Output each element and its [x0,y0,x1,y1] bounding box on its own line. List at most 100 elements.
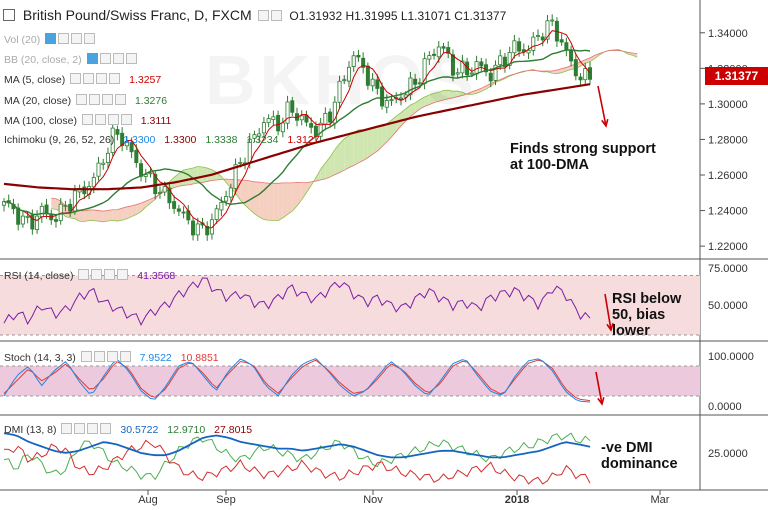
candle-body [551,20,554,21]
close-icon[interactable] [115,94,126,105]
candle-body [527,50,530,53]
candle-body [574,60,577,76]
ichimoku-cloud-segment [184,169,189,185]
close-icon[interactable] [100,423,111,434]
eye-icon[interactable] [81,351,92,362]
candle-body [513,41,516,53]
ichimoku-cloud-segment [84,210,89,222]
close-icon[interactable] [121,114,132,125]
candle-body [102,163,105,164]
ichimoku-cloud-segment [340,139,345,173]
candle-body [106,153,109,162]
ma100-legend[interactable]: MA (100, close) 1.3111 [4,114,171,127]
eye-icon[interactable] [87,53,98,64]
bb-legend[interactable]: BB (20, close, 2) [4,53,137,66]
eye-icon[interactable] [78,269,89,280]
candle-body [499,56,502,65]
eye-icon[interactable] [258,10,269,21]
time-tick-label: Nov [363,494,383,506]
candle-body [64,205,67,206]
ichimoku-cloud-segment [302,183,307,200]
close-icon[interactable] [126,53,137,64]
collapse-icon[interactable] [3,9,15,21]
settings-icon[interactable] [74,423,85,434]
dmi-plus-value: 30.5722 [120,424,158,436]
settings-icon[interactable] [95,114,106,125]
close-icon[interactable] [84,33,95,44]
add-icon[interactable] [108,114,119,125]
last-price-tag: 1.31377 [705,67,768,85]
ichimoku-legend[interactable]: Ichimoku (9, 26, 52, 26) 1.3300 1.3300 1… [4,134,320,146]
candle-body [158,192,161,193]
candle-body [239,162,242,163]
vol-legend[interactable]: Vol (20) [4,33,95,46]
stoch-d-value: 10.8851 [181,352,219,364]
time-tick-label: Mar [651,494,670,506]
watermark: BKHOS [205,40,478,120]
dmi-annotation: -ve DMI dominance [601,440,693,472]
candle-body [45,205,48,214]
candle-body [83,187,86,194]
stoch-legend[interactable]: Stoch (14, 3, 3) 7.9522 10.8851 [4,351,219,364]
add-icon[interactable] [71,33,82,44]
ichimoku-cloud-segment [344,135,349,170]
stoch-label: Stoch (14, 3, 3) [4,352,76,364]
candle-body [262,123,265,133]
candle-body [196,224,199,235]
close-icon[interactable] [109,73,120,84]
time-tick-label: Aug [138,494,158,506]
add-icon[interactable] [104,269,115,280]
settings-icon[interactable] [89,94,100,105]
eye-icon[interactable] [70,73,81,84]
ichimoku-cloud-segment [382,124,387,147]
ichimoku-cloud-segment [94,210,99,221]
add-icon[interactable] [113,53,124,64]
ichimoku-kijun: 1.3300 [164,134,196,146]
rsi-legend[interactable]: RSI (14, close) 41.3568 [4,269,175,282]
eye-icon[interactable] [61,423,72,434]
close-icon[interactable] [120,351,131,362]
candle-body [177,209,180,211]
rsi-tick-label: 50.0000 [708,300,748,312]
add-icon[interactable] [96,73,107,84]
eye-icon[interactable] [45,33,56,44]
ma100-value: 1.3111 [141,115,172,127]
settings-icon[interactable] [271,10,282,21]
close-icon[interactable] [117,269,128,280]
settings-icon[interactable] [100,53,111,64]
add-icon[interactable] [102,94,113,105]
ichimoku-span-b: 1.3127 [287,134,319,146]
eye-icon[interactable] [76,94,87,105]
candle-body [35,216,38,230]
ma5-legend[interactable]: MA (5, close) 1.3257 [4,73,161,86]
add-icon[interactable] [87,423,98,434]
ichimoku-cloud-segment [278,183,283,221]
candle-body [541,37,544,40]
ohlc-readout: O1.31932 H1.31995 L1.31071 C1.31377 [289,9,506,23]
settings-icon[interactable] [94,351,105,362]
candle-body [191,221,194,235]
vol-label: Vol (20) [4,34,40,46]
ichimoku-cloud-segment [358,130,363,163]
candle-body [310,123,313,127]
rsi-tick-label: 75.0000 [708,263,748,275]
ichimoku-cloud-segment [254,182,259,217]
stoch-band [0,366,700,396]
candle-body [281,123,284,132]
settings-icon[interactable] [83,73,94,84]
ma20-legend[interactable]: MA (20, close) 1.3276 [4,94,167,107]
add-icon[interactable] [107,351,118,362]
candle-body [54,220,57,222]
settings-icon[interactable] [91,269,102,280]
stoch-k-value: 7.9522 [140,352,172,364]
dmi-adx-value: 27.8015 [214,424,252,436]
dmi-tick-label: 25.0000 [708,448,748,460]
ichimoku-cloud-segment [245,180,250,209]
eye-icon[interactable] [82,114,93,125]
ma20-value: 1.3276 [135,95,167,107]
dmi-legend[interactable]: DMI (13, 8) 30.5722 12.9710 27.8015 [4,423,252,436]
settings-icon[interactable] [58,33,69,44]
price-tick-label: 1.28000 [708,134,748,146]
candle-body [26,216,29,217]
time-tick-label: Sep [216,494,236,506]
